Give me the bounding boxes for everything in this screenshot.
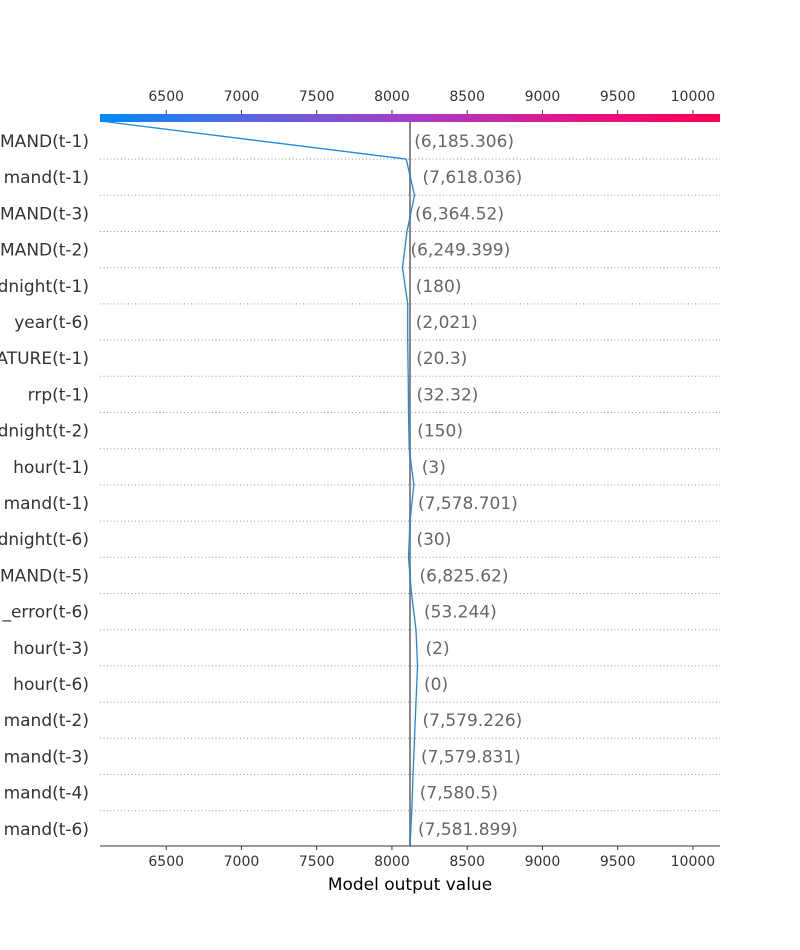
- feature-value: (53.244): [424, 603, 497, 623]
- decision-path-line: [99, 120, 419, 847]
- bottom-axis: 6500 7000 7500 8000 8500 9000 9500 10000: [100, 845, 720, 870]
- bottom-tick-label: 8500: [449, 854, 485, 870]
- top-tick-label: 7000: [224, 89, 260, 105]
- bottom-tick-label: 9500: [600, 854, 636, 870]
- feature-name: MAND(t-5): [0, 566, 89, 586]
- feature-value: (150): [417, 422, 463, 442]
- feature-name: MAND(t-3): [0, 204, 89, 224]
- colorbar: [100, 114, 720, 122]
- feature-value: (3): [422, 458, 446, 478]
- feature-name: dnight(t-2): [0, 422, 89, 442]
- feature-labels: MAND(t-1) mand(t-1) MAND(t-3) MAND(t-2) dnig…: [0, 132, 89, 840]
- bottom-tick-label: 8000: [374, 854, 410, 870]
- feature-name: mand(t-4): [4, 784, 89, 804]
- feature-value: (7,579.226): [423, 711, 523, 731]
- top-tick-label: 9500: [600, 89, 636, 105]
- feature-value: (20.3): [416, 349, 467, 369]
- feature-value: (6,825.62): [420, 566, 509, 586]
- feature-value: (0): [424, 675, 448, 695]
- top-axis: 6500 7000 7500 8000 8500 9000 9500 10000: [148, 89, 715, 114]
- feature-name: hour(t-3): [13, 639, 89, 659]
- top-tick-label: 8000: [374, 89, 410, 105]
- feature-value: (7,578.701): [418, 494, 518, 514]
- decision-path: [99, 120, 419, 847]
- feature-name: dnight(t-1): [0, 277, 89, 297]
- feature-name: rrp(t-1): [28, 385, 89, 405]
- feature-name: dnight(t-6): [0, 530, 89, 550]
- feature-name: mand(t-2): [4, 711, 89, 731]
- top-tick-label: 10000: [671, 89, 716, 105]
- top-tick-label: 7500: [299, 89, 335, 105]
- x-axis-title: Model output value: [328, 875, 492, 895]
- feature-value: (7,618.036): [423, 168, 523, 188]
- feature-name: hour(t-1): [13, 458, 89, 478]
- feature-value: (6,249.399): [410, 241, 510, 261]
- feature-value: (2,021): [416, 313, 478, 333]
- colorbar-gradient: [100, 114, 720, 122]
- top-tick-label: 8500: [449, 89, 485, 105]
- feature-value: (180): [416, 277, 462, 297]
- feature-name: mand(t-1): [4, 168, 89, 188]
- feature-name: _error(t-6): [1, 603, 89, 623]
- bottom-tick-label: 7500: [299, 854, 335, 870]
- feature-name: mand(t-1): [4, 494, 89, 514]
- feature-value: (32.32): [416, 385, 478, 405]
- feature-value: (7,581.899): [418, 820, 518, 840]
- bottom-tick-label: 9000: [525, 854, 561, 870]
- feature-value: (7,580.5): [420, 784, 498, 804]
- feature-name: mand(t-6): [4, 820, 89, 840]
- feature-value-labels: (6,185.306) (7,618.036) (6,364.52) (6,249.3…: [410, 132, 522, 840]
- feature-name: hour(t-6): [13, 675, 89, 695]
- bottom-tick-label: 10000: [671, 854, 716, 870]
- feature-name: MAND(t-2): [0, 241, 89, 261]
- bottom-tick-label: 6500: [148, 854, 184, 870]
- feature-name: ATURE(t-1): [0, 349, 89, 369]
- feature-name: year(t-6): [14, 313, 89, 333]
- feature-value: (6,364.52): [415, 204, 504, 224]
- bottom-tick-label: 7000: [224, 854, 260, 870]
- top-tick-label: 9000: [525, 89, 561, 105]
- feature-value: (30): [416, 530, 451, 550]
- feature-name: MAND(t-1): [0, 132, 89, 152]
- feature-value: (2): [426, 639, 450, 659]
- feature-name: mand(t-3): [4, 747, 89, 767]
- feature-value: (6,185.306): [414, 132, 514, 152]
- feature-value: (7,579.831): [421, 747, 521, 767]
- top-tick-label: 6500: [148, 89, 184, 105]
